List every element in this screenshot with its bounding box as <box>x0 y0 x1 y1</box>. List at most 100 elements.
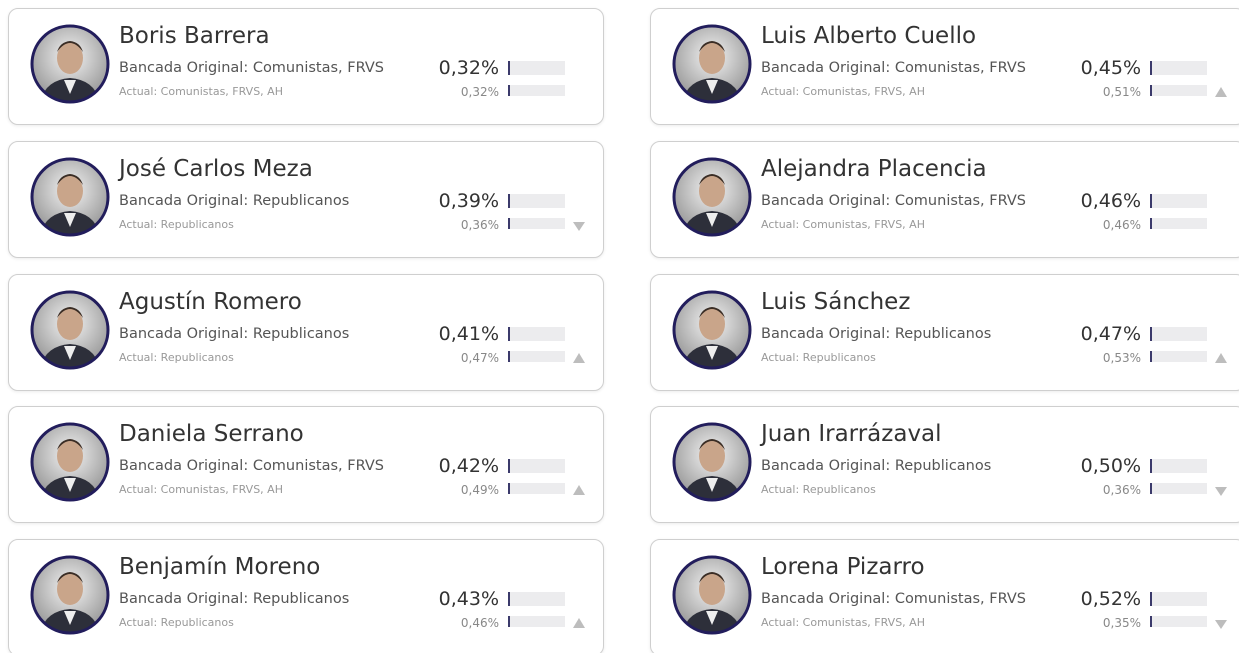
bar-fill <box>1150 327 1152 341</box>
trend-arrow <box>1215 487 1227 496</box>
trend-arrow <box>1215 353 1227 363</box>
bar-track <box>1150 483 1207 494</box>
actual-percent: 0,46% <box>1103 218 1141 232</box>
actual-percent: 0,36% <box>461 218 499 232</box>
current-bench: Actual: Republicanos <box>761 351 876 364</box>
bar-track <box>508 351 565 362</box>
current-bench: Actual: Republicanos <box>761 483 876 496</box>
trend-arrow <box>1215 620 1227 629</box>
current-bench: Actual: Republicanos <box>119 218 234 231</box>
original-bench: Bancada Original: Comunistas, FRVS <box>119 60 384 76</box>
bar-fill <box>1150 351 1152 362</box>
avatar <box>30 24 110 104</box>
actual-percent: 0,49% <box>461 483 499 497</box>
bar-fill <box>508 85 510 96</box>
original-bench: Bancada Original: Republicanos <box>761 326 991 342</box>
actual-percent: 0,32% <box>461 85 499 99</box>
trend-up <box>572 484 586 496</box>
bar-fill <box>508 327 510 341</box>
bar-track <box>508 85 565 96</box>
bar-track <box>508 218 565 229</box>
trend-up <box>572 617 586 629</box>
original-percent: 0,39% <box>439 190 499 212</box>
current-bench: Actual: Republicanos <box>119 351 234 364</box>
bar-fill <box>1150 218 1152 229</box>
original-bench: Bancada Original: Republicanos <box>119 193 349 209</box>
original-percent: 0,43% <box>439 588 499 610</box>
original-percent: 0,32% <box>439 57 499 79</box>
candidate-card[interactable]: Luis Sánchez Bancada Original: Republican… <box>650 274 1239 391</box>
trend-up <box>572 352 586 364</box>
candidate-name: Benjamín Moreno <box>119 554 320 580</box>
original-bench: Bancada Original: Comunistas, FRVS <box>761 60 1026 76</box>
bar-fill <box>508 61 510 75</box>
original-bench: Bancada Original: Republicanos <box>119 591 349 607</box>
trend-arrow <box>1215 87 1227 97</box>
bar-track <box>508 194 565 208</box>
candidate-name: Juan Irarrázaval <box>761 421 942 447</box>
original-percent: 0,47% <box>1081 323 1141 345</box>
bar-track <box>1150 85 1207 96</box>
bar-fill <box>1150 61 1152 75</box>
candidate-card[interactable]: Luis Alberto Cuello Bancada Original: Com… <box>650 8 1239 125</box>
current-bench: Actual: Comunistas, FRVS, AH <box>761 218 925 231</box>
avatar <box>30 555 110 635</box>
candidate-name: Boris Barrera <box>119 23 270 49</box>
trend-up <box>1214 86 1228 98</box>
bar-fill <box>508 218 510 229</box>
candidate-card[interactable]: Boris Barrera Bancada Original: Comunista… <box>8 8 604 125</box>
avatar <box>30 422 110 502</box>
bar-track <box>508 327 565 341</box>
current-bench: Actual: Comunistas, FRVS, AH <box>119 85 283 98</box>
bar-track <box>1150 459 1207 473</box>
candidate-name: José Carlos Meza <box>119 156 313 182</box>
bar-track <box>1150 61 1207 75</box>
actual-percent: 0,53% <box>1103 351 1141 365</box>
actual-percent: 0,51% <box>1103 85 1141 99</box>
candidate-name: Luis Alberto Cuello <box>761 23 976 49</box>
avatar <box>30 290 110 370</box>
trend-down <box>572 219 586 231</box>
original-percent: 0,50% <box>1081 455 1141 477</box>
original-percent: 0,52% <box>1081 588 1141 610</box>
candidate-card[interactable]: Alejandra Placencia Bancada Original: Com… <box>650 141 1239 258</box>
candidate-name: Luis Sánchez <box>761 289 910 315</box>
trend-down <box>1214 484 1228 496</box>
avatar <box>672 555 752 635</box>
bar-track <box>1150 327 1207 341</box>
trend-down <box>1214 617 1228 629</box>
actual-percent: 0,35% <box>1103 616 1141 630</box>
bar-track <box>508 616 565 627</box>
avatar <box>672 422 752 502</box>
current-bench: Actual: Comunistas, FRVS, AH <box>119 483 283 496</box>
bar-fill <box>1150 483 1152 494</box>
avatar <box>30 157 110 237</box>
original-percent: 0,45% <box>1081 57 1141 79</box>
bar-track <box>508 61 565 75</box>
bar-track <box>1150 351 1207 362</box>
page: Boris Barrera Bancada Original: Comunista… <box>0 0 1239 653</box>
bar-track <box>508 483 565 494</box>
bar-fill <box>508 483 510 494</box>
candidate-name: Alejandra Placencia <box>761 156 987 182</box>
bar-track <box>1150 194 1207 208</box>
candidate-card[interactable]: Benjamín Moreno Bancada Original: Republi… <box>8 539 604 653</box>
actual-percent: 0,46% <box>461 616 499 630</box>
avatar <box>672 24 752 104</box>
candidate-name: Daniela Serrano <box>119 421 304 447</box>
bar-track <box>1150 218 1207 229</box>
original-bench: Bancada Original: Comunistas, FRVS <box>761 193 1026 209</box>
bar-fill <box>508 351 510 362</box>
bar-fill <box>508 194 510 208</box>
candidate-card[interactable]: José Carlos Meza Bancada Original: Republ… <box>8 141 604 258</box>
bar-fill <box>1150 592 1152 606</box>
bar-track <box>1150 616 1207 627</box>
bar-fill <box>1150 616 1152 627</box>
actual-percent: 0,36% <box>1103 483 1141 497</box>
trend-arrow <box>573 353 585 363</box>
bar-fill <box>508 616 510 627</box>
